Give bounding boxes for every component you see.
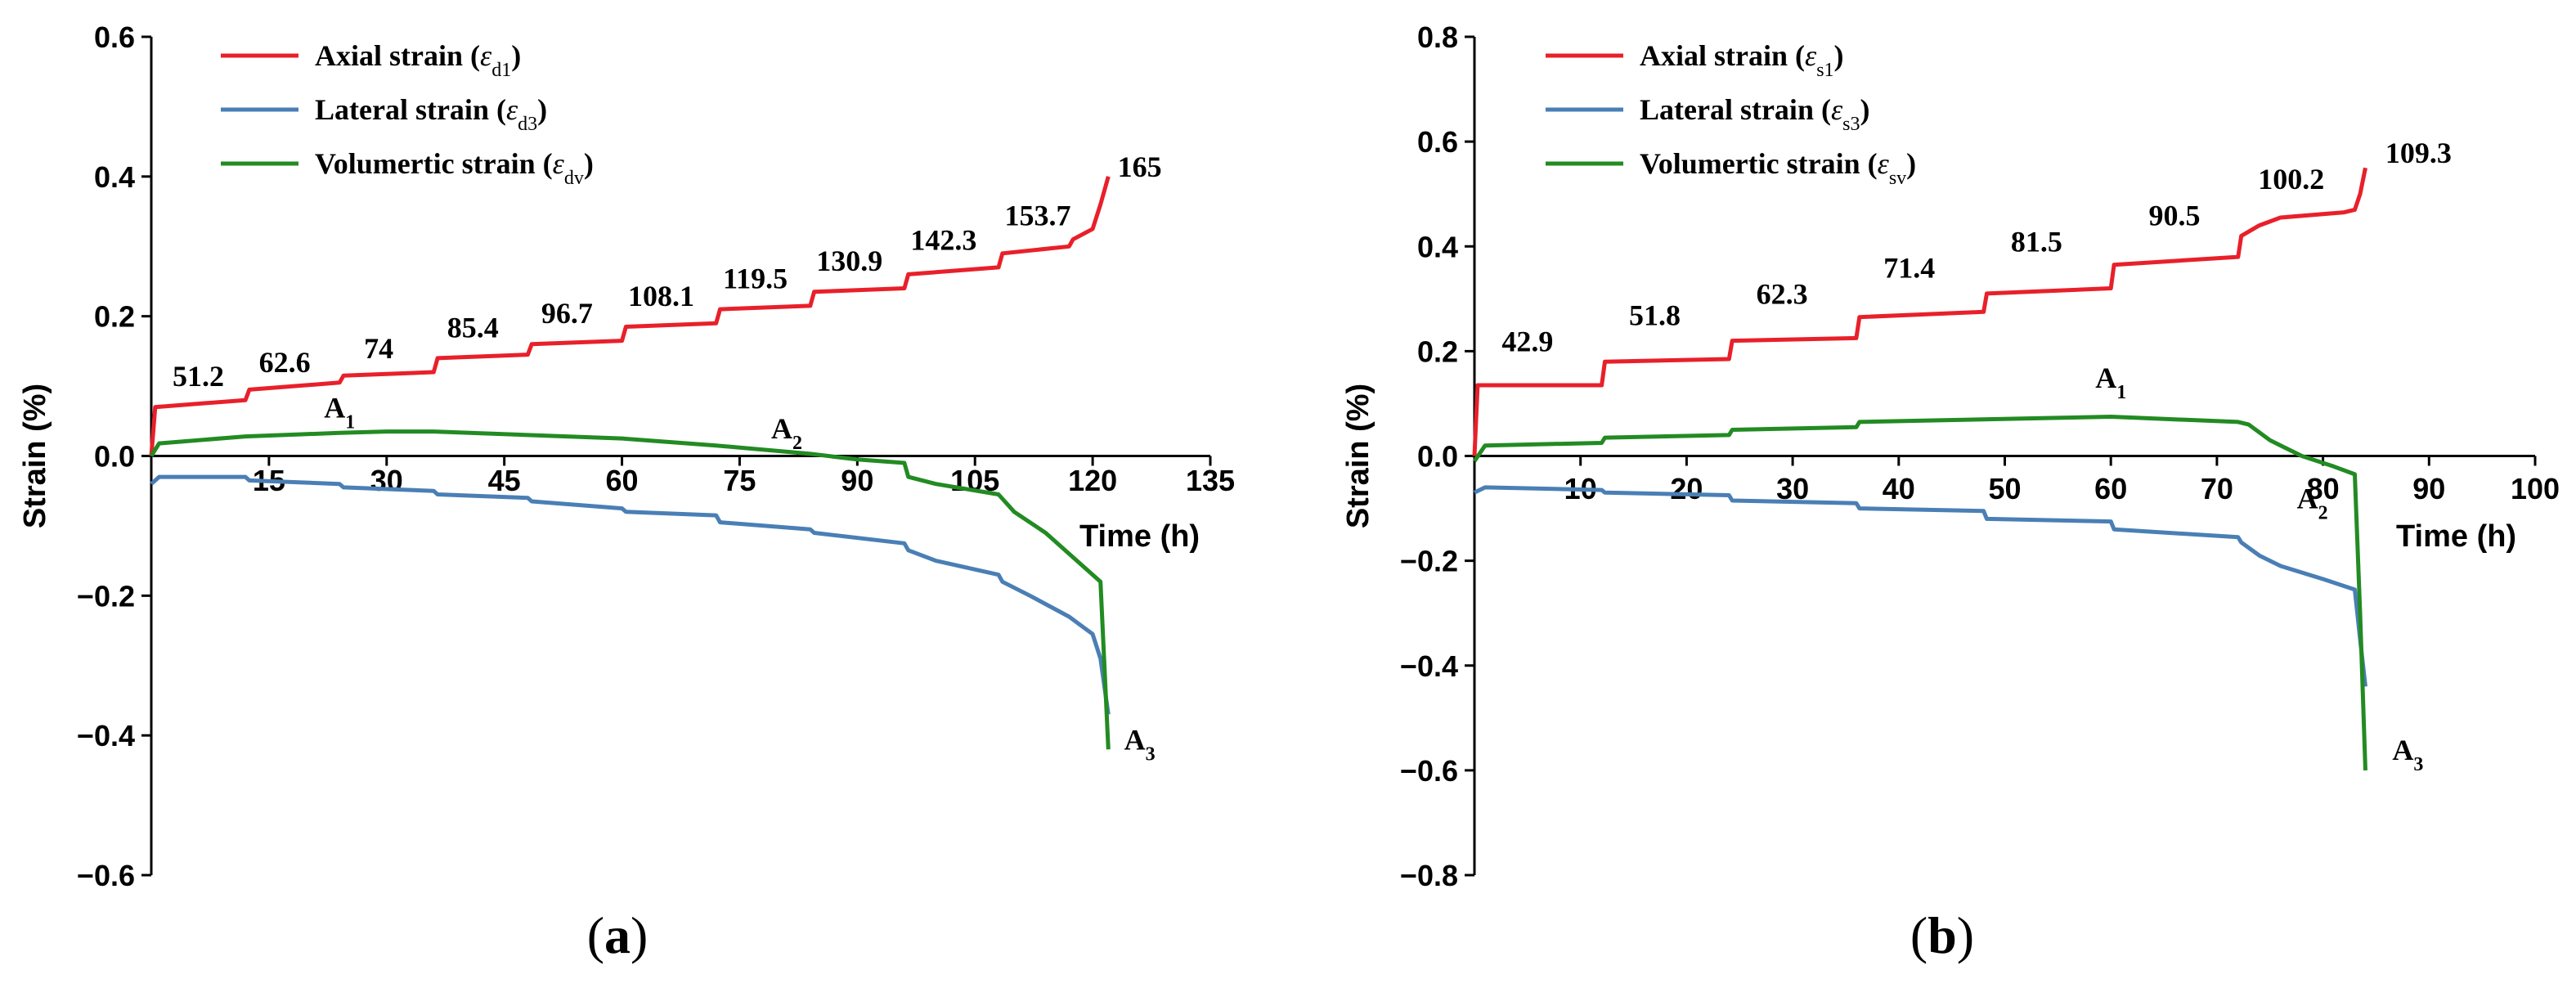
y-tick-label: 0.6 [94, 20, 135, 54]
x-tick-label: 90 [2412, 472, 2445, 505]
x-tick-label: 30 [370, 464, 403, 497]
x-tick-label: 20 [1670, 472, 1703, 505]
stress-level-label: 51.2 [173, 360, 224, 393]
y-tick-label: −0.2 [77, 579, 135, 613]
y-tick-label: −0.8 [1400, 859, 1458, 892]
series-line-lateral [150, 474, 1111, 715]
legend-entry-axial: Axial strain (εs1) [1640, 39, 1844, 81]
x-tick-label: 40 [1883, 472, 1915, 505]
x-tick-label: 75 [723, 464, 756, 497]
stress-level-label: 153.7 [1004, 200, 1070, 232]
stress-level-label: 165 [1118, 150, 1162, 183]
stress-level-label: 142.3 [910, 224, 976, 257]
panel-label: (a) [587, 906, 648, 964]
stress-level-label: 109.3 [2385, 137, 2452, 169]
y-tick-label: 0.0 [1417, 440, 1458, 474]
y-tick-label: 0.8 [1417, 20, 1458, 54]
point-label-a1: A1 [324, 392, 355, 433]
stress-level-label: 62.3 [1757, 278, 1808, 311]
point-label-a3: A3 [2392, 734, 2423, 775]
series-line-volumetric [1472, 415, 2367, 770]
series-line-axial [149, 176, 1111, 456]
stress-level-label: 130.9 [816, 245, 882, 277]
series-line-lateral [1473, 485, 2367, 687]
legend-entry-lateral: Lateral strain (εd3) [315, 93, 547, 135]
x-tick-label: 135 [1186, 464, 1235, 497]
point-label-a1: A1 [2095, 362, 2126, 403]
x-tick-label: 50 [1988, 472, 2021, 505]
x-tick-label: 120 [1068, 464, 1117, 497]
legend-entry-volumetric: Volumertic strain (εdv) [315, 147, 594, 189]
y-tick-label: −0.6 [1400, 754, 1458, 788]
x-tick-label: 90 [841, 464, 873, 497]
point-label-a2: A2 [771, 412, 802, 454]
y-tick-label: 0.4 [1417, 230, 1458, 263]
x-tick-label: 60 [2094, 472, 2127, 505]
x-tick-label: 45 [488, 464, 521, 497]
x-axis-title: Time (h) [1079, 519, 1200, 554]
stress-level-label: 108.1 [628, 280, 694, 312]
legend-entry-axial: Axial strain (εd1) [315, 39, 521, 81]
y-tick-label: −0.6 [77, 859, 135, 892]
stress-level-label: 62.6 [259, 346, 311, 379]
y-tick-label: 0.2 [94, 300, 135, 334]
y-tick-label: −0.4 [77, 719, 135, 752]
x-axis-title: Time (h) [2396, 519, 2516, 554]
stress-level-label: 71.4 [1883, 252, 1935, 285]
stress-level-label: 90.5 [2149, 200, 2201, 232]
x-tick-label: 100 [2511, 472, 2560, 505]
y-tick-label: 0.6 [1417, 125, 1458, 159]
stress-level-label: 96.7 [541, 297, 593, 330]
point-label-a2: A2 [2297, 483, 2328, 524]
stress-level-label: 119.5 [723, 263, 788, 295]
legend-entry-volumetric: Volumertic strain (εsv) [1640, 147, 1916, 189]
stress-level-label: 51.8 [1629, 299, 1681, 331]
chart-panel-b: 0.80.60.40.20.0−0.2−0.4−0.6−0.810 20 30 40 5… [1341, 20, 2560, 964]
stress-level-label: 81.5 [2011, 226, 2062, 258]
y-tick-label: −0.4 [1400, 649, 1458, 683]
point-label-a3: A3 [1124, 723, 1156, 765]
x-tick-label: 60 [606, 464, 639, 497]
legend-entry-lateral: Lateral strain (εs3) [1640, 93, 1869, 135]
stress-level-label: 42.9 [1501, 325, 1553, 357]
y-tick-label: −0.2 [1400, 545, 1458, 578]
y-tick-label: 0.2 [1417, 335, 1458, 368]
y-tick-label: 0.0 [94, 440, 135, 474]
stress-level-label: 85.4 [447, 311, 499, 344]
series-line-axial [1472, 167, 2367, 456]
stress-level-label: 100.2 [2258, 163, 2324, 195]
panel-label: (b) [1910, 906, 1974, 964]
x-tick-label: 80 [2307, 472, 2340, 505]
x-tick-label: 70 [2201, 472, 2233, 505]
y-tick-label: 0.4 [94, 160, 135, 194]
stress-level-label: 74 [364, 332, 393, 365]
y-axis-title: Strain (%) [18, 384, 52, 528]
chart-panel-a: 0.60.40.20.0−0.2−0.4−0.615 30 45 60 75 90 105 1… [18, 20, 1235, 964]
y-axis-title: Strain (%) [1341, 384, 1376, 528]
series-line-volumetric [149, 429, 1111, 750]
